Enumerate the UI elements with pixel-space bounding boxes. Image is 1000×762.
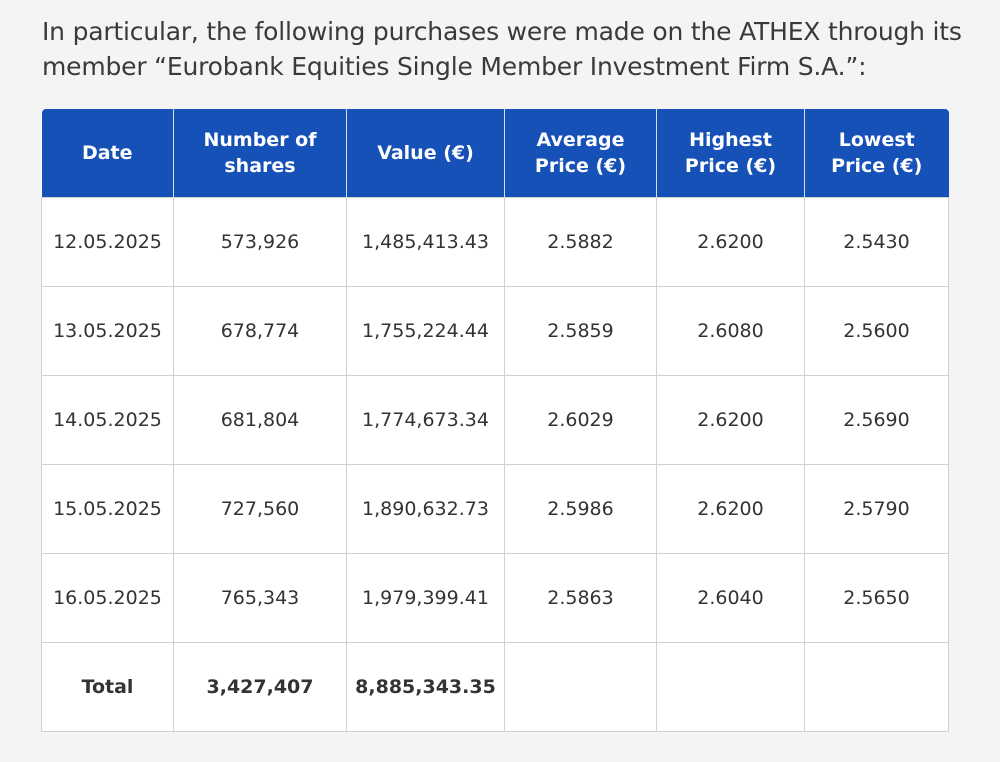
header-number-of-shares: Number of shares	[173, 109, 347, 198]
table-row: 13.05.2025 678,774 1,755,224.44 2.5859 2…	[41, 286, 949, 376]
total-empty-cell	[804, 642, 949, 732]
cell-value: 1,485,413.43	[346, 197, 505, 287]
cell-lowest-price: 2.5430	[804, 197, 949, 287]
cell-value: 1,979,399.41	[346, 553, 505, 643]
cell-shares: 727,560	[173, 464, 347, 554]
cell-lowest-price: 2.5650	[804, 553, 949, 643]
cell-shares: 681,804	[173, 375, 347, 465]
cell-average-price: 2.5859	[504, 286, 657, 376]
total-shares: 3,427,407	[173, 642, 347, 732]
table-row: 16.05.2025 765,343 1,979,399.41 2.5863 2…	[41, 553, 949, 643]
cell-date: 12.05.2025	[41, 197, 174, 287]
cell-date: 16.05.2025	[41, 553, 174, 643]
cell-value: 1,755,224.44	[346, 286, 505, 376]
table-row: 12.05.2025 573,926 1,485,413.43 2.5882 2…	[41, 197, 949, 287]
cell-highest-price: 2.6200	[656, 464, 805, 554]
intro-line-1: In particular, the following purchases w…	[42, 17, 962, 46]
cell-highest-price: 2.6200	[656, 375, 805, 465]
intro-paragraph: In particular, the following purchases w…	[42, 14, 962, 84]
cell-lowest-price: 2.5600	[804, 286, 949, 376]
cell-average-price: 2.5882	[504, 197, 657, 287]
header-highest-price: Highest Price (€)	[656, 109, 805, 198]
cell-date: 15.05.2025	[41, 464, 174, 554]
total-label: Total	[41, 642, 174, 732]
cell-shares: 678,774	[173, 286, 347, 376]
cell-shares: 765,343	[173, 553, 347, 643]
table-header-row: Date Number of shares Value (€) Average Pr…	[41, 109, 949, 198]
cell-lowest-price: 2.5790	[804, 464, 949, 554]
cell-lowest-price: 2.5690	[804, 375, 949, 465]
table-row: 15.05.2025 727,560 1,890,632.73 2.5986 2…	[41, 464, 949, 554]
cell-highest-price: 2.6080	[656, 286, 805, 376]
header-lowest-price: Lowest Price (€)	[804, 109, 949, 198]
header-date: Date	[41, 109, 174, 198]
total-value: 8,885,343.35	[346, 642, 505, 732]
cell-value: 1,774,673.34	[346, 375, 505, 465]
cell-highest-price: 2.6040	[656, 553, 805, 643]
cell-highest-price: 2.6200	[656, 197, 805, 287]
table-row: 14.05.2025 681,804 1,774,673.34 2.6029 2…	[41, 375, 949, 465]
header-value: Value (€)	[346, 109, 505, 198]
header-average-price: Average Price (€)	[504, 109, 657, 198]
cell-shares: 573,926	[173, 197, 347, 287]
total-empty-cell	[504, 642, 657, 732]
cell-average-price: 2.6029	[504, 375, 657, 465]
total-row: Total 3,427,407 8,885,343.35	[41, 642, 949, 732]
total-empty-cell	[656, 642, 805, 732]
cell-value: 1,890,632.73	[346, 464, 505, 554]
intro-line-2: member “Eurobank Equities Single Member …	[42, 52, 867, 81]
purchases-table: Date Number of shares Value (€) Average Pr…	[41, 109, 949, 732]
purchases-table-container: Date Number of shares Value (€) Average Pr…	[41, 109, 949, 732]
cell-date: 14.05.2025	[41, 375, 174, 465]
cell-date: 13.05.2025	[41, 286, 174, 376]
cell-average-price: 2.5863	[504, 553, 657, 643]
cell-average-price: 2.5986	[504, 464, 657, 554]
